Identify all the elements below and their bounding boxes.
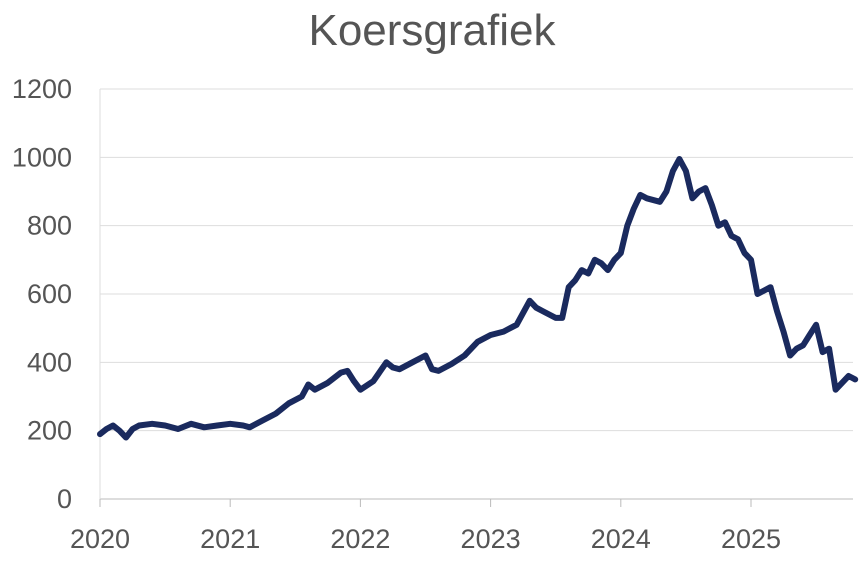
y-axis: 0 200 400 600 800 1000 1200 [12,74,72,514]
x-tick-label: 2022 [330,524,390,554]
x-tick-label: 2021 [200,524,260,554]
y-tick-label: 800 [27,211,72,241]
x-tick-label: 2024 [591,524,651,554]
y-tick-label: 600 [27,279,72,309]
price-line [97,156,859,441]
x-tick-label: 2025 [721,524,781,554]
chart-title: Koersgrafiek [308,6,556,55]
grid-lines [99,88,853,500]
y-tick-label: 400 [27,347,72,377]
y-tick-label: 0 [57,484,72,514]
y-tick-label: 1200 [12,74,72,104]
x-tick-label: 2020 [70,524,130,554]
x-axis: 2020 2021 2022 2023 2024 2025 [70,499,781,554]
y-tick-label: 200 [27,416,72,446]
x-tick-label: 2023 [461,524,521,554]
y-tick-label: 1000 [12,142,72,172]
